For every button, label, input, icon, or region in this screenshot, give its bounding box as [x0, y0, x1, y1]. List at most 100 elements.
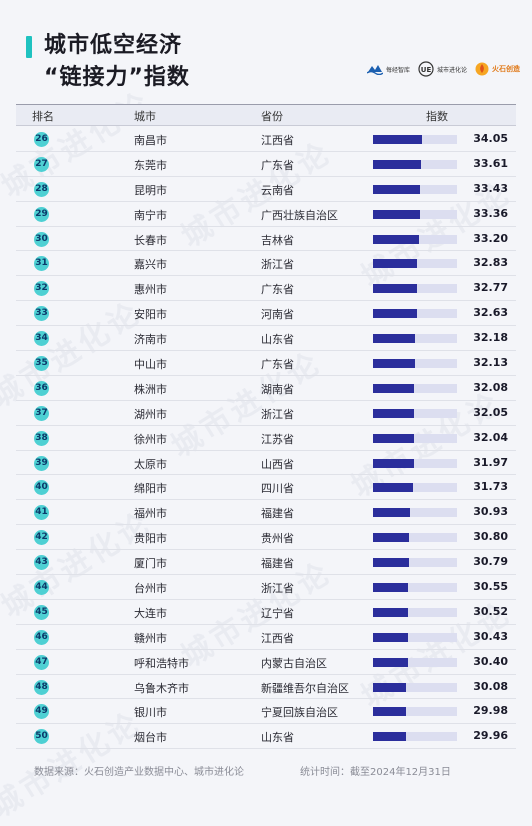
index-bar-track [373, 458, 457, 468]
index-bar-track [373, 732, 457, 742]
city-name: 太原市 [134, 457, 167, 471]
city-name: 大连市 [134, 606, 167, 620]
province-name: 山东省 [261, 333, 294, 347]
index-value: 33.43 [473, 181, 508, 195]
table-row: 47 呼和浩特市 内蒙古自治区 30.40 [16, 650, 516, 675]
index-bar-track [373, 408, 457, 418]
province-name: 浙江省 [261, 582, 294, 596]
index-bar-track [373, 632, 457, 642]
index-bar-track [373, 383, 457, 393]
index-bar [373, 483, 413, 493]
index-bar [373, 184, 420, 194]
rank-badge: 32 [34, 281, 49, 297]
table-row: 35 中山市 广东省 32.13 [16, 351, 516, 376]
index-bar-track [373, 707, 457, 717]
ue-logo-icon: UE [418, 61, 434, 77]
index-value: 32.83 [473, 256, 508, 270]
stat-time: 统计时间：截至2024年12月31日 [300, 767, 451, 778]
rank-badge: 39 [34, 455, 49, 471]
index-value: 29.98 [473, 704, 508, 718]
index-bar [373, 359, 415, 369]
table-row: 36 株洲市 湖南省 32.08 [16, 376, 516, 401]
page-title: 城市低空经济 “链接力”指数 [44, 30, 190, 94]
province-name: 广西壮族自治区 [261, 208, 338, 222]
province-name: 河南省 [261, 308, 294, 322]
index-bar-track [373, 309, 457, 319]
index-value: 33.61 [473, 156, 508, 170]
rank-badge: 45 [34, 604, 49, 620]
table-row: 45 大连市 辽宁省 30.52 [16, 600, 516, 625]
province-name: 山东省 [261, 731, 294, 745]
rank-badge: 35 [34, 356, 49, 372]
city-name: 烟台市 [134, 731, 167, 745]
index-bar [373, 259, 417, 269]
rank-badge: 30 [34, 231, 49, 247]
rank-badge: 33 [34, 306, 49, 322]
province-name: 山西省 [261, 457, 294, 471]
index-bar-track [373, 334, 457, 344]
index-value: 30.55 [473, 580, 508, 594]
rank-badge: 38 [34, 430, 49, 446]
city-name: 湖州市 [134, 407, 167, 421]
index-bar [373, 583, 408, 593]
table-row: 33 安阳市 河南省 32.63 [16, 301, 516, 327]
index-bar [373, 558, 409, 568]
city-name: 台州市 [134, 582, 167, 596]
index-bar [373, 284, 417, 294]
index-value: 30.79 [473, 555, 508, 569]
fire-logo-text: 火石创造 [492, 65, 520, 73]
wave-logo: 每经智库 [366, 63, 410, 75]
index-bar-track [373, 284, 457, 294]
province-name: 福建省 [261, 557, 294, 571]
title-line-2: “链接力”指数 [44, 65, 190, 90]
index-value: 30.40 [473, 654, 508, 668]
header-rank: 排名 [32, 110, 54, 123]
table-row: 40 绵阳市 四川省 31.73 [16, 475, 516, 501]
header-index: 指数 [426, 110, 448, 123]
index-bar [373, 458, 414, 468]
table-row: 44 台州市 浙江省 30.55 [16, 575, 516, 600]
index-bar [373, 408, 414, 418]
index-bar [373, 682, 406, 692]
table-row: 48 乌鲁木齐市 新疆维吾尔自治区 30.08 [16, 675, 516, 700]
table-row: 41 福州市 福建省 30.93 [16, 500, 516, 526]
table-row: 30 长春市 吉林省 33.20 [16, 227, 516, 252]
city-name: 长春市 [134, 233, 167, 247]
index-value: 33.36 [473, 206, 508, 220]
province-name: 广东省 [261, 283, 294, 297]
fire-logo: 火石创造 [475, 62, 520, 76]
index-bar [373, 657, 408, 667]
table-row: 32 惠州市 广东省 32.77 [16, 276, 516, 302]
index-value: 30.93 [473, 505, 508, 519]
index-bar-track [373, 209, 457, 219]
index-value: 31.97 [473, 455, 508, 469]
index-bar-track [373, 234, 457, 244]
table-row: 34 济南市 山东省 32.18 [16, 326, 516, 352]
city-name: 济南市 [134, 333, 167, 347]
province-name: 宁夏回族自治区 [261, 706, 338, 720]
index-bar-track [373, 657, 457, 667]
city-name: 南昌市 [134, 134, 167, 147]
index-bar-track [373, 259, 457, 269]
table-row: 50 烟台市 山东省 29.96 [16, 724, 516, 750]
rank-badge: 28 [34, 181, 49, 197]
svg-text:UE: UE [421, 66, 432, 74]
index-bar-track [373, 159, 457, 169]
province-name: 云南省 [261, 183, 294, 197]
index-bar-track [373, 558, 457, 568]
table-row: 26 南昌市 江西省 34.05 [16, 127, 516, 152]
table-row: 46 赣州市 江西省 30.43 [16, 625, 516, 650]
province-name: 浙江省 [261, 258, 294, 272]
index-value: 30.80 [473, 530, 508, 544]
rank-badge: 34 [34, 331, 49, 347]
province-name: 内蒙古自治区 [261, 656, 327, 670]
ue-logo-text: 城市进化论 [436, 66, 467, 74]
index-bar-track [373, 184, 457, 194]
rank-badge: 44 [34, 580, 49, 596]
wave-logo-icon [366, 65, 383, 75]
city-name: 福州市 [134, 507, 167, 521]
index-bar [373, 632, 408, 642]
table-row: 28 昆明市 云南省 33.43 [16, 177, 516, 202]
title-accent-bar [26, 36, 32, 58]
